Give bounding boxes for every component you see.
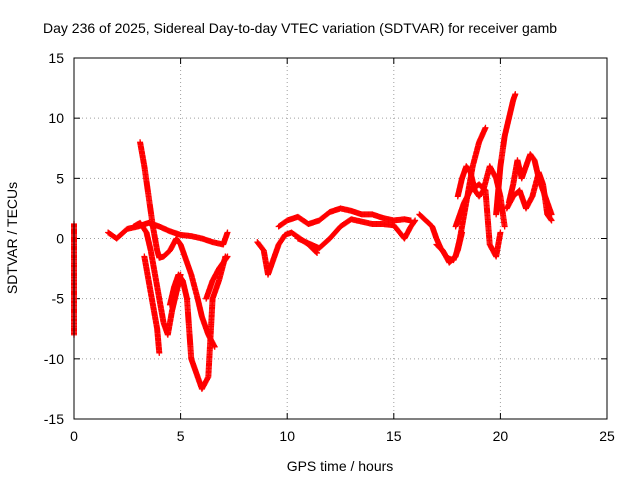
- chart-title: Day 236 of 2025, Sidereal Day-to-day VTE…: [43, 20, 557, 36]
- y-axis-label: SDTVAR / TECUs: [4, 182, 20, 294]
- grid-lines: [74, 58, 607, 419]
- series-arc-6: [203, 253, 231, 302]
- y-tick-label: 15: [48, 50, 64, 66]
- series-arc-9: [294, 216, 419, 252]
- series-arc-4: [141, 253, 163, 356]
- y-tick-label: -15: [44, 411, 64, 427]
- y-tick-label: 5: [56, 170, 64, 186]
- x-tick-label: 15: [386, 428, 402, 444]
- marker-trace: [452, 181, 504, 260]
- x-tick-label: 0: [70, 428, 78, 444]
- series-arc-1: [105, 219, 231, 248]
- x-tick-label: 25: [599, 428, 615, 444]
- marker-trace: [166, 253, 229, 392]
- y-tick-label: -10: [44, 351, 64, 367]
- marker-trace: [493, 91, 519, 218]
- x-tick-label: 5: [177, 428, 185, 444]
- marker-trace: [137, 139, 218, 350]
- series-arc-16: [503, 169, 555, 224]
- marker-trace: [275, 205, 414, 230]
- series-arc-5: [166, 253, 229, 392]
- marker-trace: [503, 169, 555, 224]
- series-arc-3: [130, 219, 184, 338]
- series-arc-14: [493, 91, 519, 218]
- x-tick-label: 20: [493, 428, 509, 444]
- x-axis-label: GPS time / hours: [287, 458, 394, 474]
- series-arc-13: [452, 181, 504, 260]
- marker-trace: [130, 219, 184, 338]
- marker-trace: [105, 219, 231, 248]
- axis-ticks: 0 5 10 15 20 25 -15 -10 -5 0 5 10 15: [44, 50, 615, 444]
- marker-trace: [141, 253, 163, 356]
- series-arc-2: [137, 139, 218, 350]
- y-tick-label: 0: [56, 231, 64, 247]
- marker-trace: [203, 253, 231, 302]
- plot-frame: [73, 57, 608, 420]
- x-tick-label: 10: [279, 428, 295, 444]
- y-tick-label: 10: [48, 110, 64, 126]
- y-tick-label: -5: [52, 291, 65, 307]
- marker-trace: [294, 216, 419, 252]
- data-points: [71, 91, 555, 392]
- series-arc-8: [275, 205, 414, 230]
